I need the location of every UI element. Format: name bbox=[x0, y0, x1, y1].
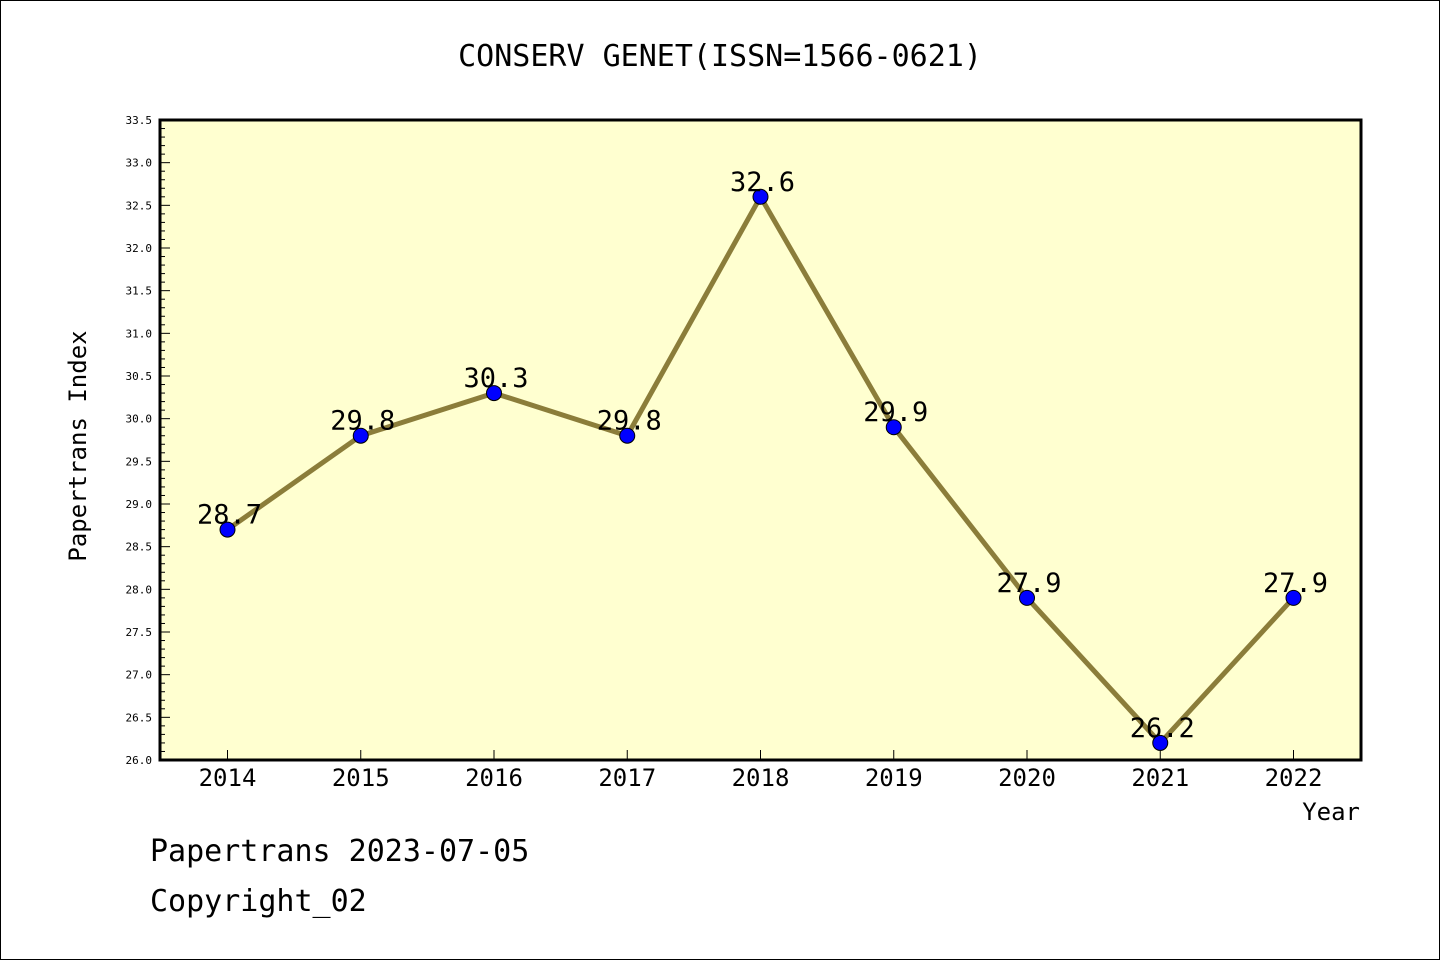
data-point bbox=[352, 427, 369, 444]
y-tick-label: 28.5 bbox=[126, 541, 153, 554]
y-tick-label: 26.5 bbox=[126, 711, 153, 724]
data-label: 29.9 bbox=[863, 397, 928, 428]
x-tick-label: 2016 bbox=[465, 764, 523, 792]
data-point bbox=[885, 419, 902, 436]
x-axis-label: Year bbox=[1302, 798, 1360, 826]
data-label: 32.6 bbox=[730, 167, 795, 198]
x-tick-label: 2020 bbox=[998, 764, 1056, 792]
y-axis-label: Papertrans Index bbox=[64, 330, 92, 561]
footer-date: Papertrans 2023-07-05 bbox=[150, 834, 530, 869]
data-label: 27.9 bbox=[996, 568, 1061, 599]
y-axis: 26.0 26.5 27.0 27.5 28.0 28.5 29.0 29.5 30.0 30.5… bbox=[126, 114, 170, 767]
x-tick-label: 2017 bbox=[598, 764, 656, 792]
data-markers bbox=[219, 188, 1302, 751]
y-tick-label: 29.0 bbox=[126, 498, 153, 511]
data-label: 27.9 bbox=[1263, 568, 1328, 599]
y-tick-label: 32.5 bbox=[126, 199, 153, 212]
x-tick-label: 2022 bbox=[1265, 764, 1323, 792]
data-label: 28.7 bbox=[197, 500, 262, 531]
data-label: 30.3 bbox=[463, 363, 528, 394]
x-tick-label: 2018 bbox=[732, 764, 790, 792]
chart-title: CONSERV GENET(ISSN=1566-0621) bbox=[458, 39, 982, 74]
x-tick-label: 2021 bbox=[1131, 764, 1189, 792]
y-tick-label: 31.5 bbox=[126, 285, 153, 298]
x-tick-label: 2014 bbox=[199, 764, 257, 792]
y-tick-label: 31.0 bbox=[126, 327, 153, 340]
y-tick-label: 26.0 bbox=[126, 754, 153, 767]
data-point bbox=[486, 385, 502, 402]
plot-area bbox=[158, 118, 1363, 762]
data-point bbox=[1285, 589, 1302, 606]
data-point bbox=[752, 188, 769, 205]
y-tick-label: 28.0 bbox=[126, 583, 153, 596]
x-tick-label: 2019 bbox=[865, 764, 923, 792]
y-tick-label: 30.0 bbox=[126, 413, 153, 426]
footer-copyright: Copyright_02 bbox=[150, 884, 367, 919]
data-labels: 28.7 29.8 30.3 29.8 32.6 29.9 27.9 26.2 27.9 bbox=[197, 167, 1328, 744]
y-tick-label: 32.0 bbox=[126, 242, 153, 255]
y-tick-label: 29.5 bbox=[126, 455, 153, 468]
data-point bbox=[1019, 589, 1035, 606]
y-tick-label: 27.5 bbox=[126, 626, 153, 639]
x-axis: 2014 2015 2016 2017 2018 2019 2020 2021 2022 bbox=[199, 750, 1323, 792]
data-label: 29.8 bbox=[330, 406, 395, 437]
data-point bbox=[219, 521, 236, 538]
data-point bbox=[1152, 734, 1169, 751]
y-tick-label: 27.0 bbox=[126, 669, 153, 682]
data-label: 29.8 bbox=[597, 406, 662, 437]
data-label: 26.2 bbox=[1130, 713, 1195, 744]
data-point bbox=[619, 427, 636, 444]
x-tick-label: 2015 bbox=[332, 764, 390, 792]
y-tick-label: 33.5 bbox=[126, 114, 153, 127]
y-tick-label: 33.0 bbox=[126, 157, 153, 170]
y-tick-label: 30.5 bbox=[126, 370, 153, 383]
